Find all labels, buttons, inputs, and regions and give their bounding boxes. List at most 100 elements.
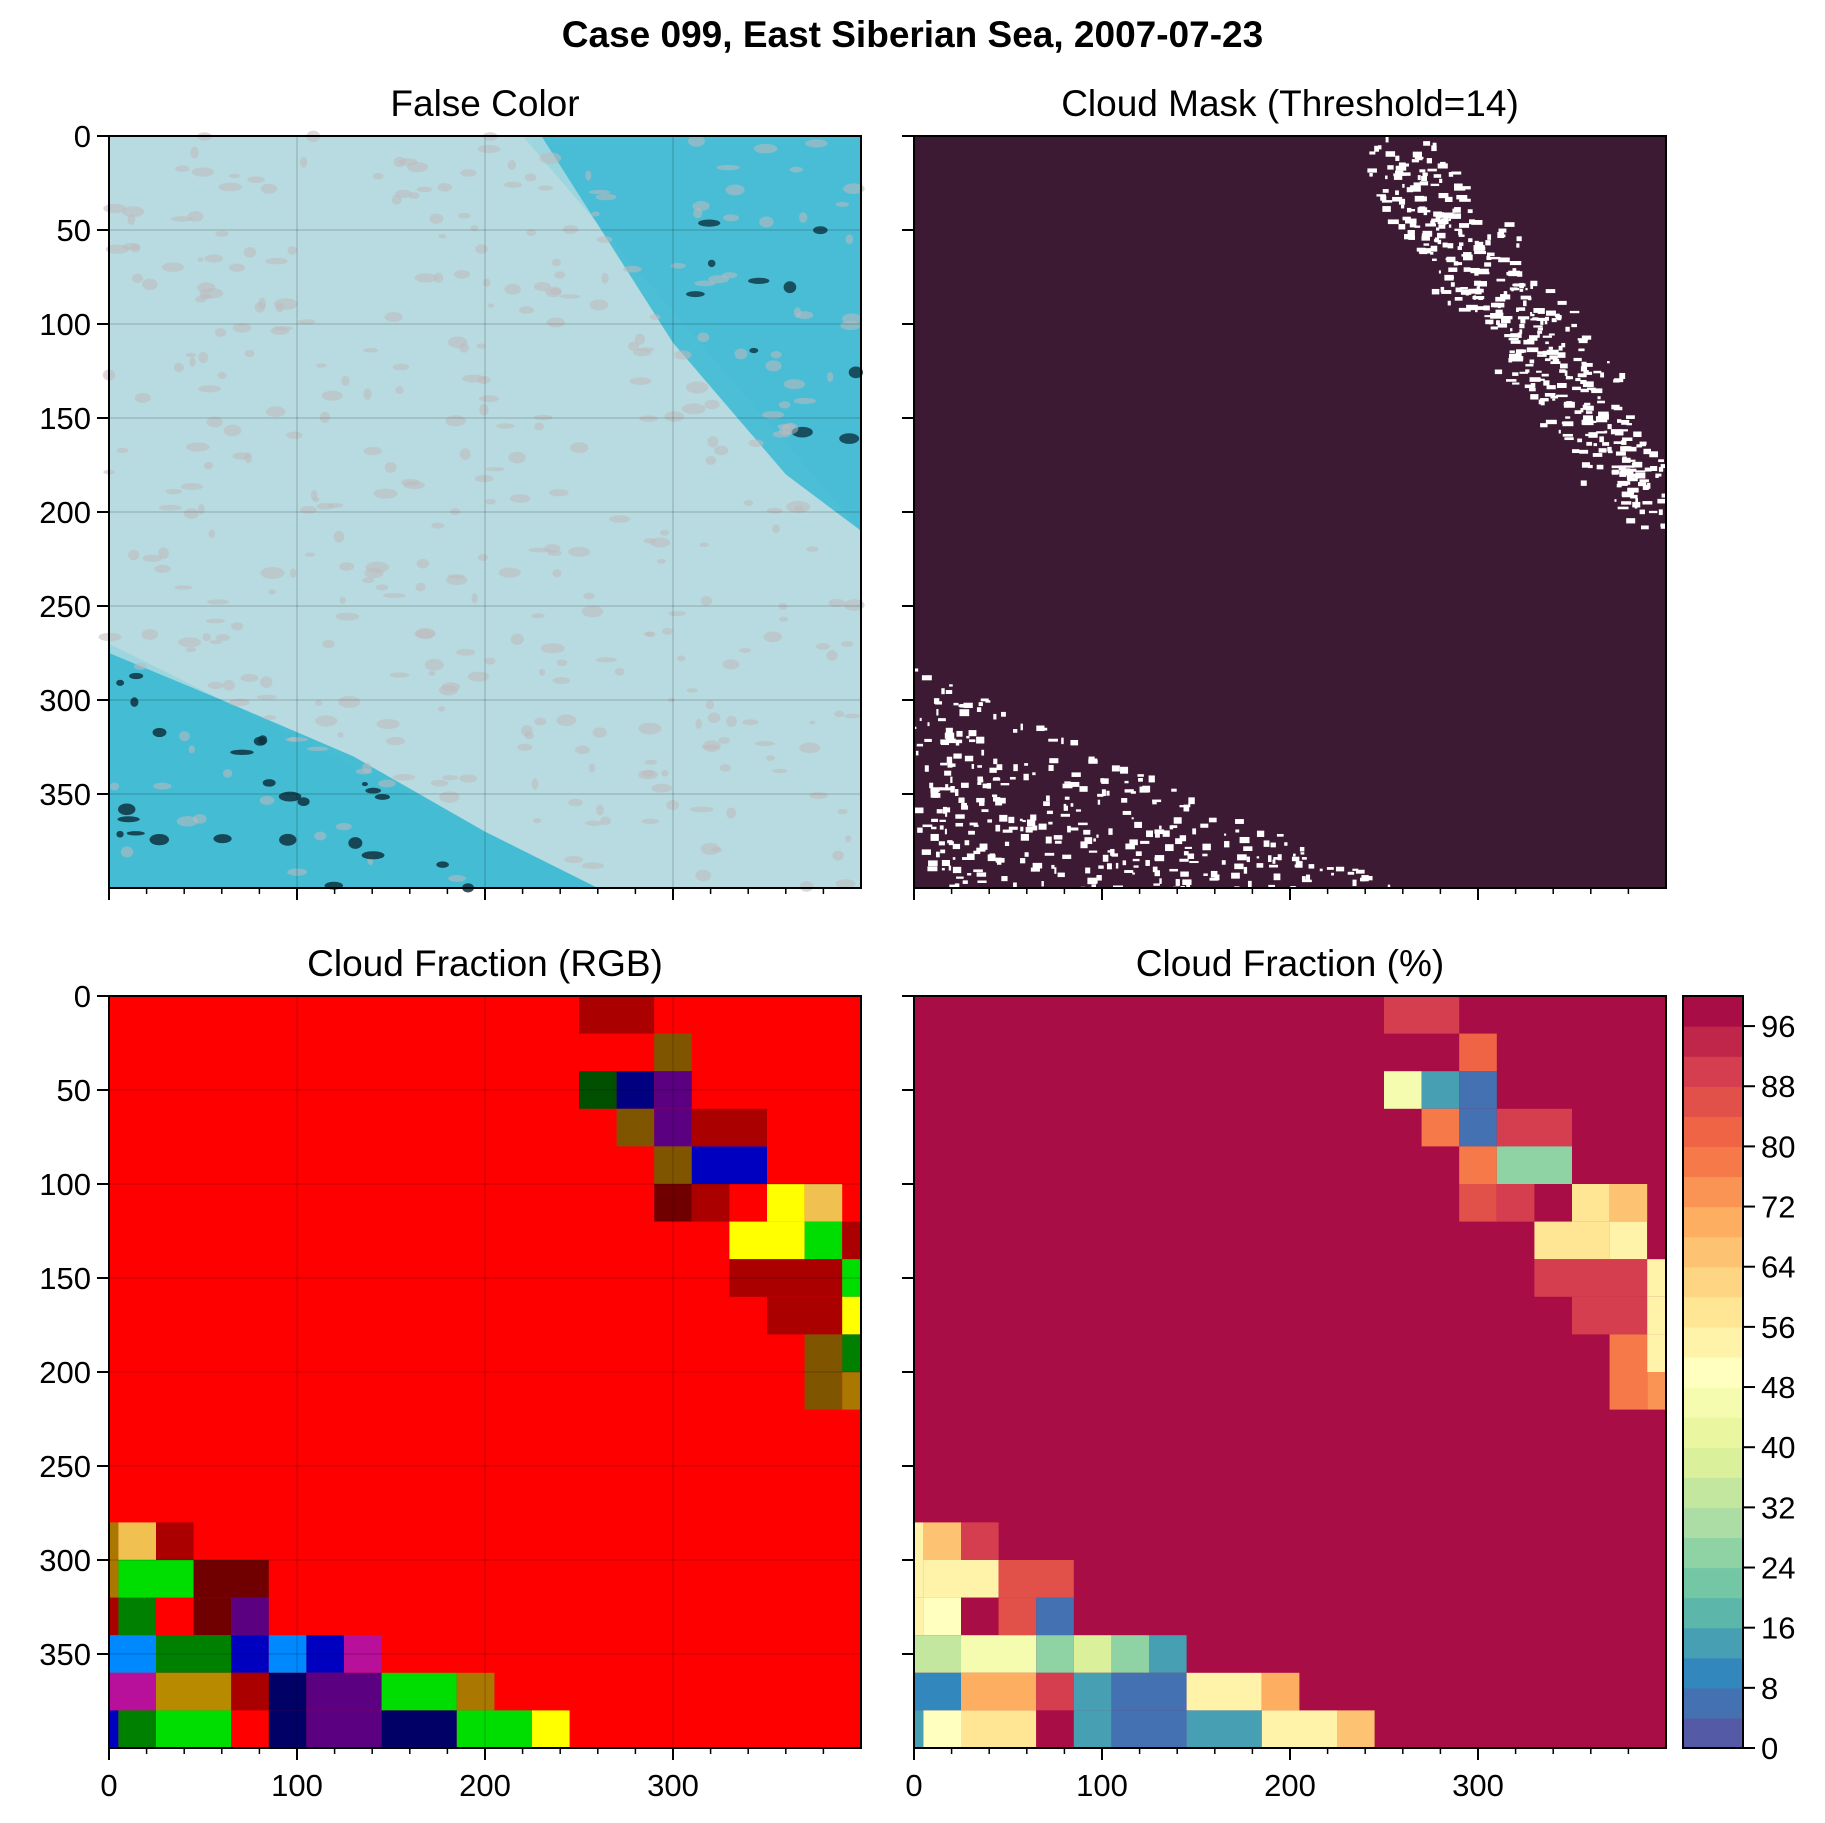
fraction-cell: [109, 1672, 156, 1711]
clear-pixel: [1095, 887, 1101, 894]
clear-pixel: [1529, 387, 1536, 392]
clear-pixel: [964, 840, 970, 846]
clear-pixel: [936, 708, 939, 716]
clear-pixel: [1546, 385, 1556, 390]
clear-pixel: [1516, 236, 1522, 242]
fraction-cell: [1496, 1108, 1572, 1147]
clear-pixel: [1088, 756, 1095, 760]
texture-patch: [843, 599, 865, 611]
texture-patch: [470, 225, 479, 232]
fraction-cell: [1261, 1672, 1300, 1711]
clear-pixel: [1544, 320, 1548, 325]
clear-pixel: [1433, 211, 1442, 217]
clear-pixel: [1045, 836, 1052, 844]
texture-patch: [639, 415, 658, 422]
clear-pixel: [1630, 494, 1638, 499]
texture-patch: [835, 202, 850, 207]
clear-pixel: [1458, 242, 1464, 246]
texture-patch: [456, 648, 476, 656]
texture-patch: [105, 244, 130, 254]
texture-patch: [431, 522, 445, 529]
texture-patch: [809, 792, 828, 800]
texture-patch: [765, 360, 782, 372]
texture-patch: [154, 564, 171, 573]
texture-patch: [638, 769, 658, 780]
texture-patch: [848, 366, 864, 379]
clear-pixel: [1454, 187, 1466, 191]
colorbar: 0 8 16 24 32 40 48 56 64 72 80 88 96: [1682, 995, 1795, 1766]
fraction-cell: [961, 1597, 999, 1636]
clear-pixel: [1183, 804, 1190, 812]
clear-pixel: [992, 794, 998, 798]
clear-pixel: [1559, 369, 1566, 373]
texture-patch: [297, 319, 316, 325]
clear-pixel: [1519, 323, 1525, 329]
clear-pixel: [1071, 772, 1081, 777]
texture-patch: [385, 736, 406, 746]
clear-pixel: [1628, 446, 1637, 452]
clear-pixel: [1422, 172, 1428, 177]
clear-pixel: [1545, 289, 1556, 294]
clear-pixel: [1582, 381, 1594, 388]
clear-pixel: [1434, 237, 1439, 243]
clear-pixel: [936, 809, 943, 814]
clear-pixel: [1593, 370, 1602, 374]
clear-pixel: [1369, 172, 1373, 177]
texture-patch: [415, 582, 426, 592]
texture-patch: [365, 787, 382, 794]
clear-pixel: [1508, 357, 1513, 363]
y-tick-label: 350: [39, 777, 91, 812]
texture-patch: [827, 372, 834, 382]
clear-pixel: [1469, 219, 1476, 225]
clear-pixel: [941, 859, 950, 867]
texture-patch: [681, 403, 706, 415]
clear-pixel: [1376, 194, 1386, 197]
panel-title: Cloud Mask (Threshold=14): [1061, 83, 1519, 124]
y-tick-label: 100: [39, 307, 91, 342]
texture-patch: [228, 173, 240, 178]
clear-pixel: [1455, 262, 1463, 266]
clear-pixel: [1431, 288, 1440, 295]
clear-pixel: [1463, 254, 1473, 261]
texture-patch: [596, 804, 604, 816]
clear-pixel: [1093, 838, 1096, 842]
clear-pixel: [1209, 877, 1219, 881]
fraction-cell: [344, 1635, 382, 1673]
clear-pixel: [1475, 309, 1478, 313]
clear-pixel: [1154, 870, 1160, 877]
clear-pixel: [1657, 498, 1668, 504]
clear-pixel: [1597, 400, 1605, 404]
clear-pixel: [1299, 846, 1305, 852]
clear-pixel: [1471, 220, 1483, 225]
clear-pixel: [1519, 356, 1524, 361]
clear-pixel: [1431, 145, 1437, 152]
fraction-cell: [961, 1672, 1037, 1711]
clear-pixel: [977, 776, 983, 781]
clear-pixel: [1620, 468, 1631, 473]
clear-pixel: [1540, 423, 1548, 428]
fraction-cell: [456, 1672, 495, 1711]
clear-pixel: [1412, 151, 1422, 158]
clear-pixel: [945, 690, 953, 694]
clear-pixel: [1179, 858, 1189, 862]
colorbar-bin: [1683, 1146, 1743, 1178]
clear-pixel: [1620, 446, 1630, 452]
clear-pixel: [1634, 504, 1638, 509]
fraction-cell: [1073, 1672, 1112, 1711]
fraction-cell: [923, 1560, 999, 1598]
fraction-cell: [1459, 1146, 1497, 1184]
fraction-cell: [1111, 1635, 1149, 1673]
clear-pixel: [1561, 342, 1566, 348]
texture-patch: [483, 278, 491, 287]
clear-pixel: [952, 866, 962, 874]
clear-pixel: [973, 869, 983, 873]
texture-patch: [384, 312, 403, 322]
fraction-cell: [1073, 1635, 1112, 1673]
texture-patch: [339, 562, 355, 571]
texture-patch: [130, 697, 139, 707]
clear-pixel: [1533, 325, 1543, 328]
texture-patch: [699, 542, 709, 548]
clear-pixel: [1395, 170, 1404, 174]
clear-pixel: [1619, 372, 1626, 379]
texture-patch: [595, 193, 617, 201]
